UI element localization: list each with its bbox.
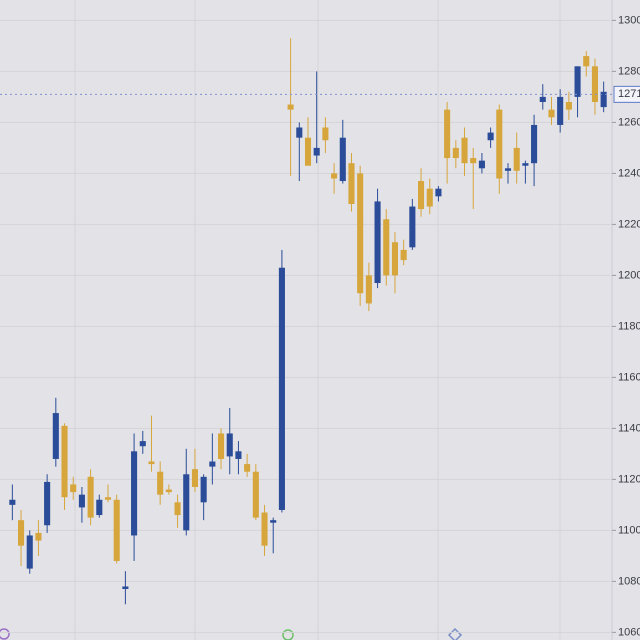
candle-body <box>531 124 538 164</box>
candle-body <box>522 163 529 166</box>
candle-body <box>287 104 294 110</box>
candle-body <box>496 109 503 179</box>
candle-body <box>157 471 164 495</box>
y-tick-label: 1260 <box>618 116 640 128</box>
candle-body <box>557 96 564 125</box>
event-marker[interactable] <box>0 628 10 640</box>
candle-body <box>487 132 494 141</box>
candle-body <box>426 188 433 207</box>
candle-body <box>478 160 485 169</box>
candle-body <box>548 109 555 118</box>
candle-body <box>539 96 546 102</box>
candle-body <box>244 464 251 472</box>
y-tick-label: 1300 <box>618 14 640 26</box>
candle-body <box>435 188 442 197</box>
y-tick-label: 1280 <box>618 65 640 77</box>
y-tick-label: 1240 <box>618 167 640 179</box>
candle-body <box>200 476 207 503</box>
candle-body <box>235 451 242 459</box>
candle-body <box>183 474 190 531</box>
candle-body <box>574 66 581 97</box>
candle-body <box>209 461 216 467</box>
candle-body <box>226 433 233 457</box>
candle-body <box>165 489 172 493</box>
y-tick-label: 1220 <box>618 218 640 230</box>
candle-body <box>44 481 51 526</box>
y-tick-label: 1160 <box>618 371 640 383</box>
candle-body <box>339 137 346 182</box>
candle-body <box>52 413 59 459</box>
candle-body <box>461 137 468 164</box>
candle-body <box>9 499 16 505</box>
candle-body <box>139 441 146 447</box>
candle-body <box>96 499 103 516</box>
candle-body <box>418 181 425 210</box>
candle-body <box>270 520 277 523</box>
candle-body <box>191 469 198 488</box>
y-tick-label: 1180 <box>618 320 640 332</box>
candle-body <box>504 168 512 171</box>
y-tick-label: 1140 <box>618 422 640 434</box>
candle-body <box>26 535 33 569</box>
candle-body <box>374 201 381 284</box>
candle-body <box>18 520 25 546</box>
candle-body <box>591 66 598 102</box>
candle-body <box>218 433 225 459</box>
candle-body <box>261 512 268 546</box>
candle-body <box>444 109 451 159</box>
candle-body <box>35 532 42 541</box>
candle-body <box>357 173 364 294</box>
candle-body <box>322 127 329 141</box>
candle-body <box>452 147 459 159</box>
y-tick-label: 1100 <box>618 524 640 536</box>
candle-body <box>470 158 477 164</box>
candle-body <box>513 147 520 171</box>
candle-body <box>348 163 355 204</box>
candle-body <box>61 425 68 498</box>
candle-body <box>583 56 590 67</box>
candle-body <box>600 91 607 108</box>
last-price-box <box>613 85 640 103</box>
candle-body <box>278 267 285 510</box>
candle-body <box>304 137 312 166</box>
candle-body <box>331 173 338 179</box>
candle-body <box>391 242 398 276</box>
candle-body <box>78 494 85 508</box>
candle-body <box>409 206 416 248</box>
candle-body <box>148 461 155 465</box>
candle-body <box>174 502 181 516</box>
candle-body <box>400 249 407 261</box>
event-marker[interactable] <box>447 627 463 640</box>
candle-body <box>104 497 112 500</box>
y-tick-label: 1080 <box>618 575 640 587</box>
candle-body <box>252 471 259 518</box>
candle-body <box>87 476 94 518</box>
y-tick-label: 1200 <box>618 269 640 281</box>
candle-body <box>131 451 138 536</box>
candle-body <box>313 147 320 156</box>
y-tick-label: 1120 <box>618 473 640 485</box>
event-marker[interactable] <box>282 629 294 640</box>
last-price-label: 1271 <box>618 88 640 100</box>
candle-body <box>296 127 303 138</box>
candle-body <box>122 586 129 590</box>
candle-body <box>70 484 77 493</box>
y-tick-label: 1060 <box>618 626 640 638</box>
candle-body <box>565 101 572 110</box>
candle-body <box>383 219 390 276</box>
candle-body <box>365 275 372 304</box>
candle-body <box>113 499 120 561</box>
